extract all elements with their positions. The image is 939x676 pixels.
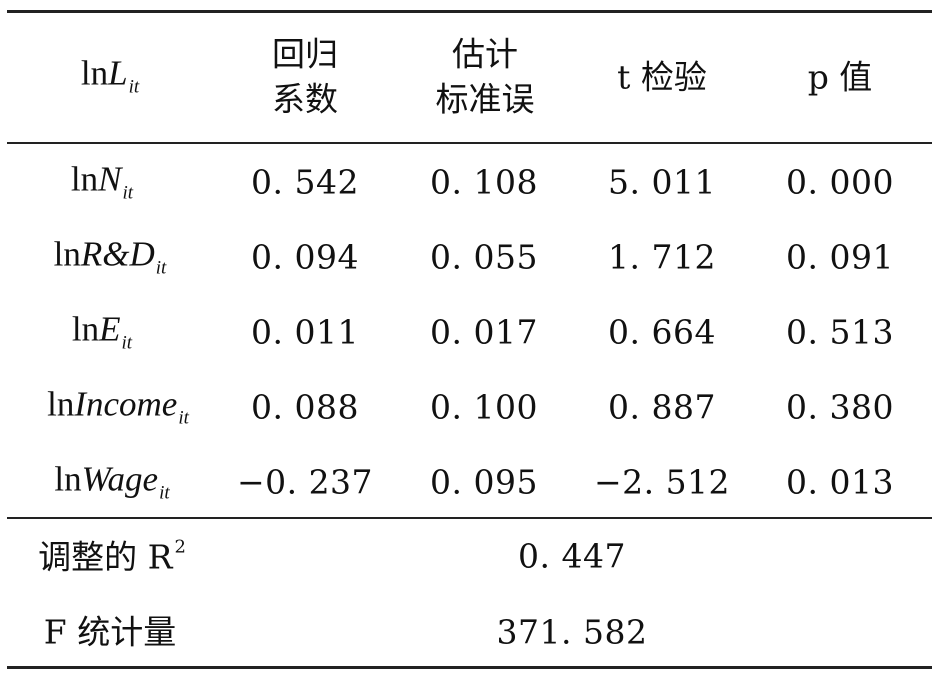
cell-standard-error: 0. 108: [430, 162, 538, 202]
header-coefficient: 回归 系数: [272, 34, 338, 118]
cell-coefficient: 0. 011: [251, 312, 359, 352]
cell-coefficient: 0. 094: [251, 237, 359, 277]
cell-p-value: 0. 513: [786, 312, 894, 352]
cell-standard-error: 0. 055: [430, 237, 538, 277]
cell-p-value: 0. 000: [786, 162, 894, 202]
bottom-rule: [7, 666, 932, 669]
cell-coefficient: −0. 237: [236, 462, 374, 502]
row-label: lnR&Dit: [53, 234, 167, 279]
cell-coefficient: 0. 088: [251, 387, 359, 427]
f-statistic-value: 371. 582: [496, 612, 648, 652]
header-p-value: p 值: [807, 57, 873, 97]
cell-p-value: 0. 380: [786, 387, 894, 427]
cell-p-value: 0. 013: [786, 462, 894, 502]
f-statistic-label: F 统计量: [43, 612, 177, 652]
header-standard-error: 估计 标准误: [435, 34, 535, 118]
cell-t-value: 5. 011: [608, 162, 716, 202]
cell-p-value: 0. 091: [786, 237, 894, 277]
adjusted-r2-value: 0. 447: [518, 536, 626, 576]
cell-t-value: 0. 887: [608, 387, 716, 427]
cell-t-value: 0. 664: [608, 312, 716, 352]
cell-coefficient: 0. 542: [251, 162, 359, 202]
row-label: lnIncomeit: [47, 384, 189, 429]
cell-standard-error: 0. 100: [430, 387, 538, 427]
header-rule: [7, 142, 932, 144]
row-label: lnWageit: [54, 459, 170, 504]
cell-standard-error: 0. 017: [430, 312, 538, 352]
row-label: lnNit: [70, 159, 134, 204]
stats-rule: [7, 517, 932, 519]
header-t-test: t 检验: [617, 57, 707, 97]
cell-t-value: 1. 712: [608, 237, 716, 277]
row-label: lnEit: [71, 309, 133, 354]
cell-t-value: −2. 512: [593, 462, 731, 502]
top-rule: [7, 10, 932, 13]
header-dependent-variable: lnLit: [80, 53, 140, 98]
cell-standard-error: 0. 095: [430, 462, 538, 502]
